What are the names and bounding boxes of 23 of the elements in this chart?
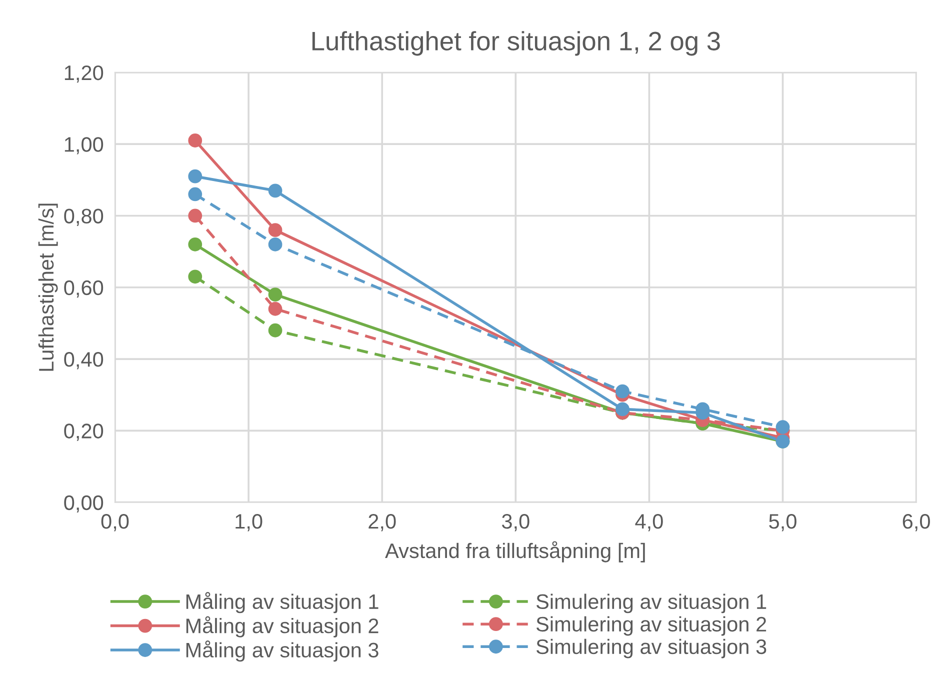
y-tick-label: 0,20 — [64, 424, 104, 441]
legend-label: Simulering av situasjon 3 — [536, 638, 766, 658]
legend-label: Måling av situasjon 1 — [186, 592, 378, 614]
y-tick-label: 0,80 — [64, 208, 104, 226]
x-tick-label: 1,0 — [236, 514, 262, 532]
y-tick-label: 1,20 — [64, 65, 104, 83]
legend-label: Måling av situasjon 3 — [186, 640, 378, 662]
x-tick-label: 5,0 — [769, 514, 796, 532]
y-tick-label: 1,00 — [64, 137, 104, 154]
y-axis-title: Lufthastighet [m/s] — [38, 204, 58, 371]
x-axis-title: Avstand fra tilluftsåpning [m] — [385, 541, 645, 562]
y-tick-label: 0,00 — [64, 495, 104, 513]
y-tick-label: 0,60 — [64, 280, 104, 298]
x-tick-label: 2,0 — [368, 514, 396, 532]
legend-label: Simulering av situasjon 2 — [536, 616, 766, 636]
y-tick-label: 0,40 — [64, 352, 104, 370]
legend-label: Måling av situasjon 2 — [186, 616, 378, 638]
legend-label: Simulering av situasjon 1 — [536, 594, 766, 614]
chart-title: Lufthastighet for situasjon 1, 2 og 3 — [312, 31, 720, 56]
x-tick-label: 0,0 — [101, 514, 129, 532]
x-tick-label: 4,0 — [635, 514, 663, 532]
x-tick-label: 3,0 — [502, 514, 530, 532]
x-tick-label: 6,0 — [902, 514, 930, 532]
